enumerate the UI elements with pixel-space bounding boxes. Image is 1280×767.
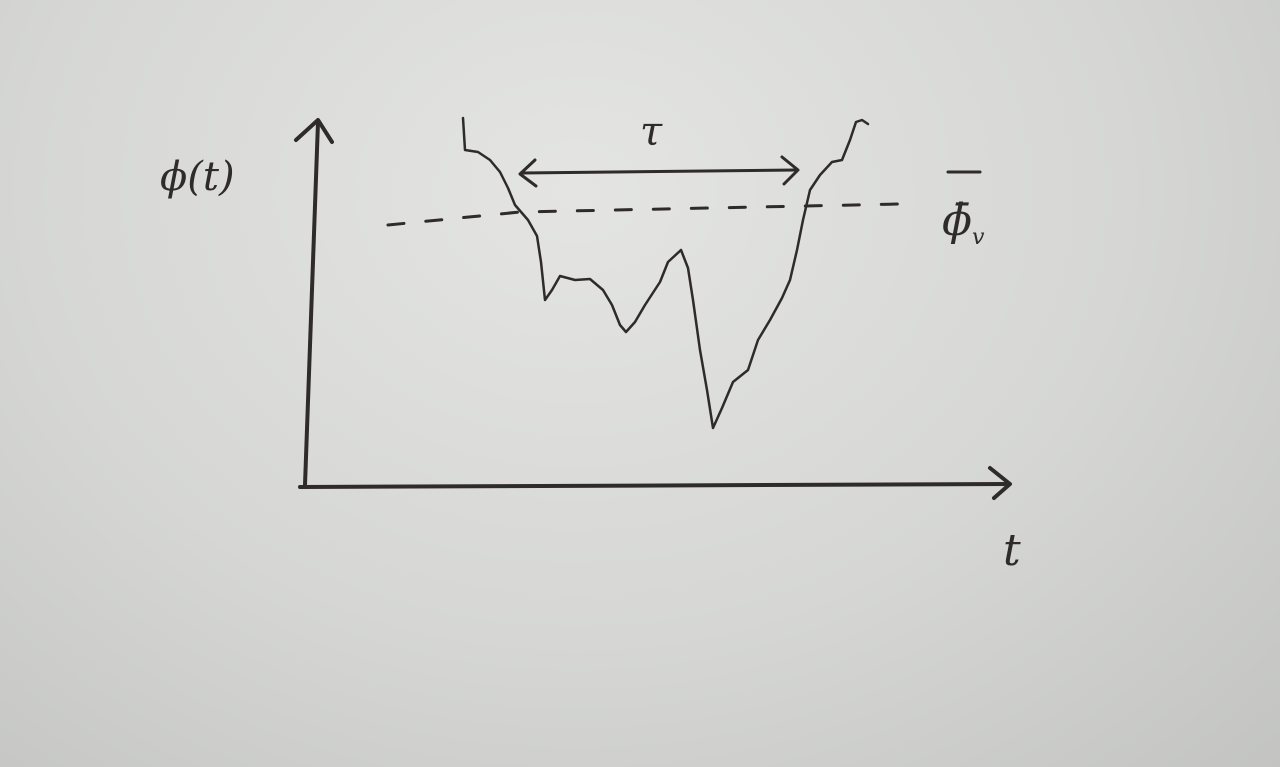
threshold-subscript: v: [972, 225, 985, 250]
interval-label: τ: [640, 109, 663, 155]
y-axis-arrow: [294, 118, 334, 144]
y-axis-label: ϕ(t): [160, 154, 235, 200]
x-axis-label: t: [1003, 525, 1021, 576]
y-axis: [303, 120, 320, 487]
interval-arrow: [520, 168, 798, 175]
x-axis-arrow: [988, 466, 1012, 500]
threshold-line: [386, 202, 902, 227]
signal-curve: [461, 116, 870, 430]
threshold-symbol: ϕ̄: [942, 195, 972, 246]
interval-arrowheads: [518, 155, 800, 188]
x-axis: [298, 482, 1010, 489]
